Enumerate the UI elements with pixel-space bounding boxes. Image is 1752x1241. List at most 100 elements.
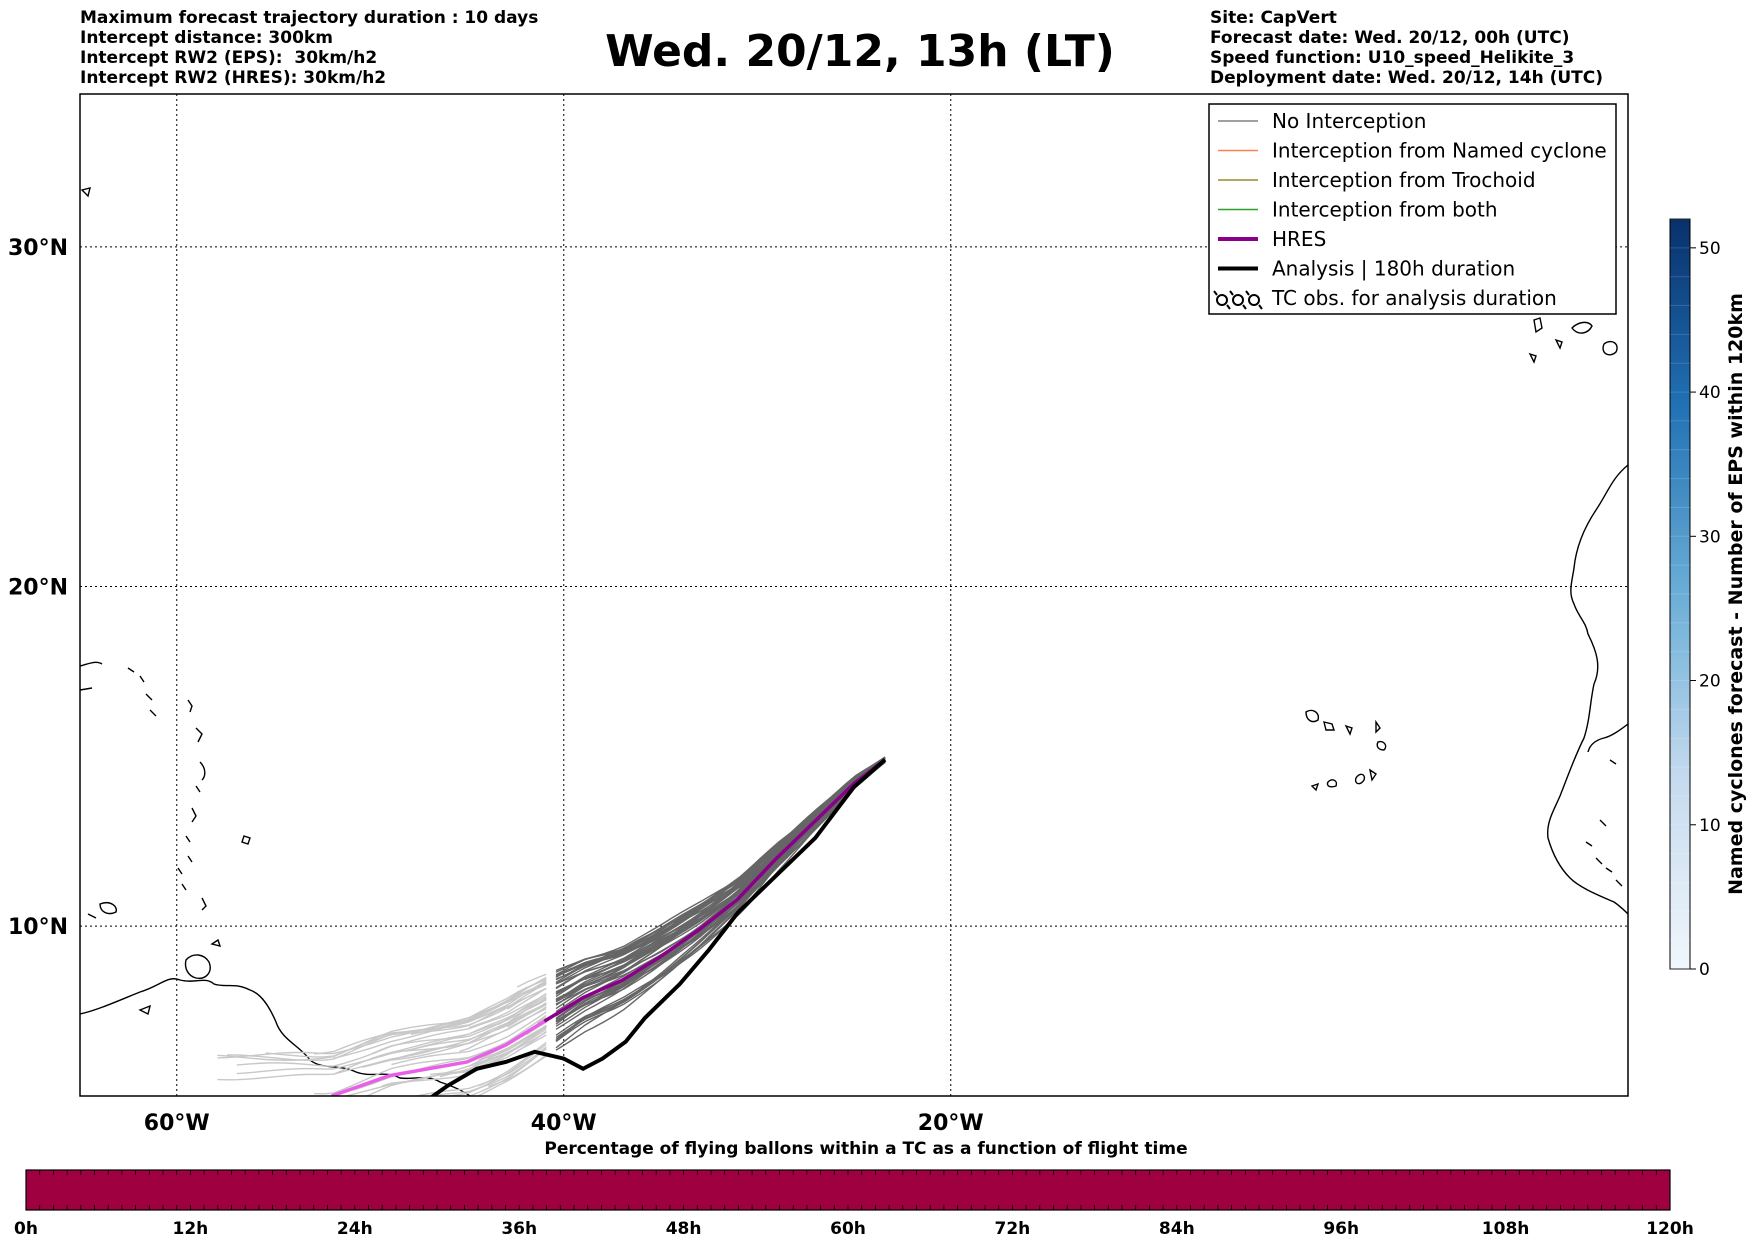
- time-colorbar-tick-label: 108h: [1482, 1219, 1530, 1239]
- ensemble-trajectory-late: [217, 1003, 547, 1081]
- time-colorbar-tick-label: 24h: [337, 1219, 373, 1239]
- puerto-rico-coast: [80, 661, 103, 691]
- cyclone-colorbar-tick-label: 0: [1699, 960, 1710, 980]
- trinidad-island: [184, 954, 211, 979]
- west-africa-coast: [1546, 464, 1628, 915]
- ensemble-trajectory-late: [507, 1004, 547, 1028]
- map-frame: [79, 93, 1629, 1097]
- legend-entry-label: Interception from Named cyclone: [1272, 139, 1607, 163]
- aves-island: [241, 835, 251, 845]
- trajectory-layer: [217, 756, 887, 1096]
- ensemble-trajectory-late: [314, 1014, 547, 1095]
- lat-tick-label: 10°N: [8, 915, 68, 940]
- time-colorbar-tick-label: 96h: [1323, 1219, 1359, 1239]
- cyclone-symbol-icon: [1213, 290, 1263, 310]
- legend-entry-label: HRES: [1272, 227, 1326, 251]
- ensemble-trajectory: [555, 756, 886, 985]
- bijagos-islands: [1585, 759, 1623, 887]
- ensemble-trajectory-late: [333, 997, 547, 1076]
- ensemble-trajectory-late: [488, 1024, 547, 1059]
- ensemble-trajectory: [555, 757, 886, 977]
- madeira-island: [80, 187, 91, 198]
- ensemble-trajectory-late: [424, 1048, 547, 1096]
- ensemble-trajectory: [555, 757, 886, 973]
- windward-coast: [87, 902, 117, 919]
- lon-tick-label: 40°W: [531, 1111, 597, 1136]
- ensemble-trajectory-late: [217, 980, 547, 1062]
- ensemble-trajectory-late: [265, 979, 547, 1058]
- info-line: Intercept RW2 (HRES): 30km/h2: [80, 68, 387, 88]
- legend: No Interception Interception from Named c…: [1208, 103, 1617, 315]
- lesser-antilles: [177, 699, 207, 911]
- cyclone-count-colorbar: 0 10 20 30 40 50: [1669, 218, 1721, 980]
- ensemble-trajectory: [555, 761, 886, 1041]
- legend-box: [1208, 103, 1617, 315]
- coastlines: [80, 187, 1628, 1096]
- ensemble-trajectory-late: [516, 973, 547, 988]
- time-colorbar-tick-label: 120h: [1646, 1219, 1694, 1239]
- tobago-island: [210, 938, 222, 947]
- ensemble-trajectory-late: [442, 1043, 547, 1096]
- info-line: Intercept distance: 300km: [80, 28, 333, 48]
- ensemble-trajectory: [555, 756, 886, 976]
- ensemble-trajectory: [555, 757, 886, 972]
- hres-trajectory: [543, 758, 887, 1023]
- time-colorbar-tick-label: 0h: [14, 1219, 38, 1239]
- ensemble-trajectory-late: [468, 987, 547, 1029]
- info-line: Forecast date: Wed. 20/12, 00h (UTC): [1210, 28, 1570, 48]
- ensemble-trajectory-late: [439, 1031, 547, 1078]
- ensemble-trajectory-late: [391, 1011, 547, 1066]
- time-colorbar-tick-label: 84h: [1159, 1219, 1195, 1239]
- hres-trajectory-late: [331, 1019, 546, 1096]
- legend-entry-label: No Interception: [1272, 109, 1426, 133]
- cyclone-colorbar-tick-label: 30: [1699, 527, 1721, 547]
- ensemble-trajectory-late: [467, 1048, 547, 1096]
- lat-tick-label: 30°N: [8, 236, 68, 261]
- virgin-islands: [127, 667, 157, 717]
- legend-entry-label: Interception from both: [1272, 198, 1498, 222]
- analysis-trajectory: [429, 758, 887, 1096]
- time-colorbar-tick-label: 72h: [995, 1219, 1031, 1239]
- ensemble-trajectory-late: [236, 993, 547, 1067]
- info-line: Speed function: U10_speed_Helikite_3: [1210, 48, 1575, 68]
- time-colorbar-tick-label: 12h: [173, 1219, 209, 1239]
- cyclone-colorbar-label: Named cyclones forecast - Number of EPS …: [1725, 293, 1747, 895]
- cyclone-colorbar-tick-label: 10: [1699, 816, 1721, 836]
- ensemble-trajectory: [555, 758, 886, 978]
- axis-tick-labels: 60°W 40°W 20°W 10°N 20°N 30°N: [8, 236, 984, 1136]
- canary-islands: [1528, 317, 1618, 364]
- ensemble-trajectory-late: [459, 1008, 547, 1053]
- lat-tick-label: 20°N: [8, 576, 68, 601]
- legend-entry-label: TC obs. for analysis duration: [1271, 286, 1557, 310]
- time-colorbar-tick-label: 60h: [830, 1219, 866, 1239]
- ensemble-trajectory-late: [410, 982, 547, 1035]
- ensemble-trajectory-late: [497, 995, 547, 1026]
- time-colorbar-fill: [25, 1169, 1671, 1211]
- page-title: Wed. 20/12, 13h (LT): [605, 26, 1115, 77]
- ensemble-trajectory: [555, 760, 886, 1003]
- info-line: Deployment date: Wed. 20/12, 14h (UTC): [1210, 68, 1604, 88]
- ensemble-trajectory-late: [413, 1046, 547, 1096]
- lon-tick-label: 20°W: [918, 1111, 984, 1136]
- forecast-parameters: Maximum forecast trajectory duration : 1…: [80, 8, 538, 88]
- time-colorbar-tick-label: 48h: [666, 1219, 702, 1239]
- info-line: Maximum forecast trajectory duration : 1…: [80, 8, 539, 28]
- ensemble-trajectory: [584, 756, 886, 964]
- cyclone-colorbar-tick-label: 20: [1699, 672, 1721, 692]
- info-line: Intercept RW2 (EPS): 30km/h2: [80, 48, 378, 68]
- margarita-island: [138, 1004, 152, 1016]
- legend-entry-label: Interception from Trochoid: [1272, 168, 1536, 192]
- ensemble-trajectory-late: [439, 976, 547, 1026]
- ensemble-trajectory-late: [236, 998, 547, 1075]
- south-america-coast: [80, 978, 471, 1096]
- ensemble-trajectory-late: [476, 1055, 547, 1096]
- africa-inset-coast: [1587, 723, 1628, 753]
- ensemble-trajectory-late: [536, 1016, 547, 1024]
- info-line: Site: CapVert: [1210, 8, 1337, 28]
- lon-tick-label: 60°W: [144, 1111, 210, 1136]
- site-parameters: Site: CapVert Forecast date: Wed. 20/12,…: [1210, 8, 1603, 88]
- cyclone-colorbar-tick-label: 50: [1699, 239, 1721, 259]
- time-colorbar-tick-label: 36h: [501, 1219, 537, 1239]
- cyclone-colorbar-tick-label: 40: [1699, 383, 1721, 403]
